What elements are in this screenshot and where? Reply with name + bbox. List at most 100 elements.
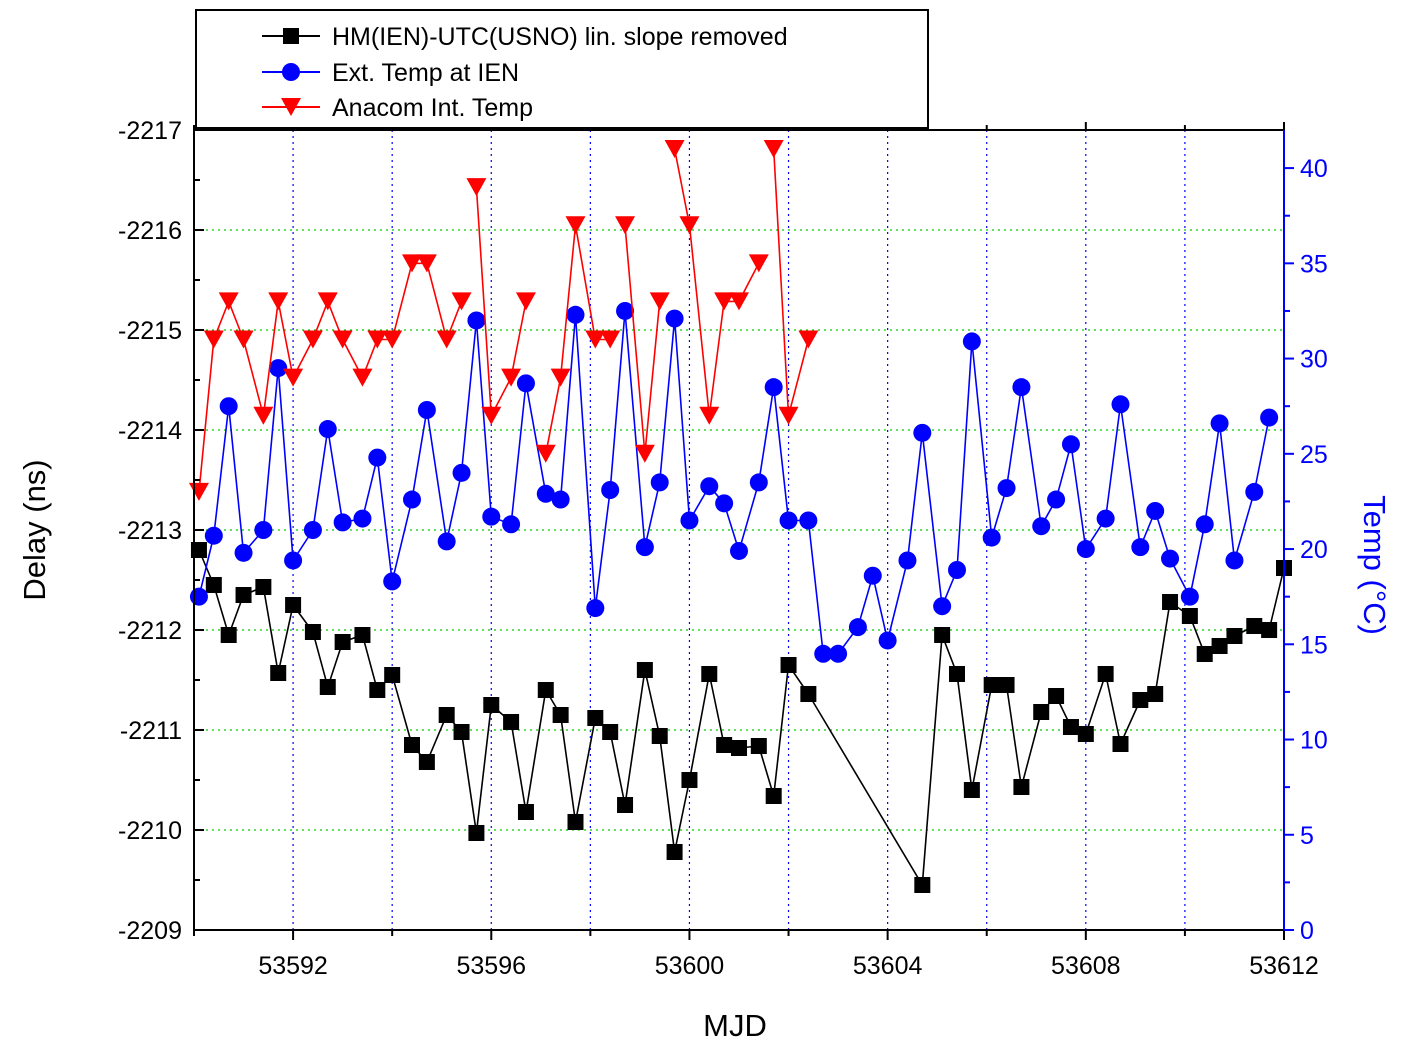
data-point-circle [863, 566, 882, 585]
data-point-circle [1195, 515, 1214, 534]
data-point-square [483, 697, 500, 713]
data-point-square [384, 667, 401, 683]
data-point-circle [948, 561, 966, 579]
data-point-triangle [367, 330, 388, 349]
y2-tick-label: 0 [1300, 917, 1314, 945]
data-point-circle [680, 511, 699, 530]
data-point-triangle [550, 368, 571, 387]
y2-tick-label: 25 [1300, 441, 1328, 469]
data-point-square [354, 627, 371, 643]
data-point-square [666, 844, 683, 860]
data-point-square [1048, 688, 1065, 704]
data-point-circle [1096, 509, 1115, 528]
data-point-circle [1131, 538, 1150, 557]
data-point-square [602, 724, 619, 740]
data-point-circle [665, 309, 684, 328]
y2-tick-label: 15 [1300, 631, 1328, 659]
data-point-circle [1032, 517, 1051, 536]
data-point-circle [650, 473, 669, 492]
legend-box [195, 9, 929, 129]
data-point-circle [1210, 414, 1229, 433]
data-point-square [1211, 638, 1228, 654]
data-point-triangle [585, 330, 606, 349]
series-line-2 [198, 148, 810, 492]
data-point-triangle [729, 292, 749, 311]
data-point-triangle [382, 330, 403, 349]
data-point-circle [1047, 490, 1066, 509]
data-point-circle [1061, 435, 1080, 454]
data-point-triangle [515, 292, 536, 311]
data-point-square [1181, 608, 1198, 624]
data-point-square [914, 877, 931, 893]
data-point-triangle [714, 292, 735, 311]
data-point-square [205, 577, 222, 593]
data-point-circle [204, 526, 223, 545]
data-point-square [255, 579, 272, 595]
data-point-circle [516, 374, 535, 393]
data-point-square [453, 724, 470, 740]
data-point-circle [848, 618, 867, 637]
data-point-square [750, 738, 767, 754]
y-tick-label: -2215 [118, 317, 182, 345]
data-point-circle [403, 490, 421, 509]
y2-tick-label: 35 [1300, 250, 1328, 278]
y-tick-label: -2212 [118, 617, 182, 645]
data-point-circle [962, 332, 981, 351]
series-line-1 [198, 310, 1270, 655]
data-point-triangle [218, 292, 239, 311]
data-point-circle [189, 587, 208, 606]
data-point-square [681, 772, 698, 788]
data-point-triangle [302, 330, 323, 349]
legend-entry-int-temp: Anacom Int. Temp [262, 94, 533, 122]
data-point-circle [982, 528, 1001, 547]
data-point-square [1062, 719, 1079, 735]
y-axis-title: Delay (ns) [17, 459, 52, 600]
data-point-circle [779, 511, 798, 530]
legend-marker-int-temp [281, 98, 301, 116]
x-tick-label: 53596 [457, 952, 527, 980]
data-point-circle [997, 479, 1016, 498]
data-point-circle [566, 305, 585, 324]
data-point-square [319, 679, 336, 695]
data-point-triangle [283, 368, 304, 387]
data-point-circle [878, 631, 897, 650]
data-point-circle [417, 401, 436, 419]
data-point-square [636, 662, 653, 678]
data-point-triangle [253, 406, 274, 425]
data-point-circle [730, 541, 748, 560]
data-point-circle [814, 644, 833, 663]
legend-entry-hm: HM(IEN)-UTC(USNO) lin. slope removed [262, 23, 788, 51]
data-point-circle [1111, 395, 1130, 414]
data-point-circle [368, 448, 387, 467]
y-tick-label: -2217 [118, 117, 182, 145]
legend: HM(IEN)-UTC(USNO) lin. slope removed Ext… [195, 9, 929, 129]
data-point-circle [1180, 587, 1199, 606]
legend-marker-ext-temp [282, 63, 300, 81]
data-point-triangle [317, 292, 338, 311]
data-point-square [716, 737, 733, 753]
data-point-square [765, 788, 782, 804]
data-point-circle [353, 509, 372, 528]
data-point-circle [269, 359, 288, 378]
data-point-circle [318, 420, 337, 439]
data-point-circle [254, 521, 273, 539]
data-point-square [369, 682, 386, 698]
legend-label-hm: HM(IEN)-UTC(USNO) lin. slope removed [332, 23, 788, 51]
data-point-circle [234, 543, 253, 562]
data-point-square [780, 657, 797, 673]
data-point-square [617, 797, 634, 813]
data-point-circle [601, 481, 620, 499]
data-point-circle [829, 644, 848, 663]
data-point-square [334, 634, 351, 650]
data-point-circle [913, 423, 932, 442]
data-point-circle [749, 473, 768, 492]
data-point-circle [467, 311, 486, 330]
data-point-square [503, 714, 520, 730]
data-point-circle [1260, 408, 1279, 427]
data-point-square [220, 627, 237, 643]
data-point-square [651, 728, 668, 744]
data-point-square [587, 710, 604, 726]
data-point-triangle [664, 140, 685, 159]
y-tick-label: -2209 [118, 917, 182, 945]
